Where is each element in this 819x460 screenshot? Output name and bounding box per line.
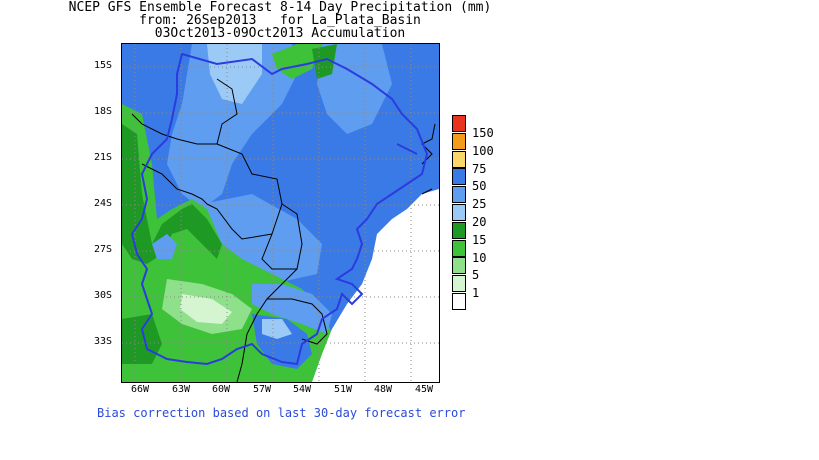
precipitation-map-svg [122,44,439,382]
precipitation-map [121,43,440,383]
legend-swatch [452,239,466,257]
lat-label-15s: 15S [94,60,113,71]
legend-label: 50 [472,179,487,194]
legend-swatch [452,293,466,310]
legend-swatch [452,221,466,239]
precip-area-25-a [167,44,297,209]
precip-area-1 [180,294,232,324]
lon-label-63w: 63W [171,384,191,395]
basin-outline [130,52,429,366]
precip-area-25-b [317,44,392,134]
legend-swatch [452,132,466,150]
legend-swatch [452,168,466,186]
lat-label-21s: 21S [94,152,113,163]
lat-label-24s: 24S [94,198,113,209]
legend-label: 15 [472,232,487,247]
precip-area-15-north [312,44,337,79]
legend-label: 10 [472,250,487,265]
legend-label: 20 [472,215,487,229]
legend-label: 25 [472,197,487,212]
legend-label: 150 [472,126,494,140]
lat-label-30s: 30S [94,290,113,301]
legend-label: 100 [472,143,494,158]
precip-area-20-south [262,319,292,339]
legend-label: 75 [472,161,487,176]
lon-label-57w: 57W [252,384,272,395]
ocean-area [312,189,439,382]
precip-area-10-north [272,44,322,79]
lon-label-48w: 48W [373,384,393,395]
precip-area-25-west [152,234,177,259]
chart-subtitle-date: from: 26Sep2013 for La_Plata_Basin [139,13,421,28]
lat-label-33s: 33S [94,336,113,347]
lon-label-66w: 66W [130,384,150,395]
legend-swatch [452,186,466,204]
bias-correction-note: Bias correction based on last 30-day for… [97,406,466,420]
chart-title: NCEP GFS Ensemble Forecast 8-14 Day Prec… [68,0,492,15]
chart-subtitle-period: 03Oct2013-09Oct2013 Accumulation [154,26,406,41]
legend-swatch [452,115,466,132]
lat-label-27s: 27S [94,244,113,255]
precip-area-25-c [202,194,322,284]
lon-label-45w: 45W [414,384,434,395]
country-borders [131,78,436,382]
legend-label: 5 [472,268,480,283]
legend-swatch [452,150,466,168]
legend-swatch [452,257,466,275]
precip-area-25-south [252,284,332,334]
lon-label-51w: 51W [333,384,353,395]
lon-label-54w: 54W [292,384,312,395]
legend-swatch [452,204,466,221]
lat-label-18s: 18S [94,106,113,117]
lat-lon-grid [122,44,439,382]
lon-label-60w: 60W [211,384,231,395]
precip-area-15 [122,124,222,264]
legend-label: 1 [472,286,480,301]
legend-swatch [452,275,466,293]
